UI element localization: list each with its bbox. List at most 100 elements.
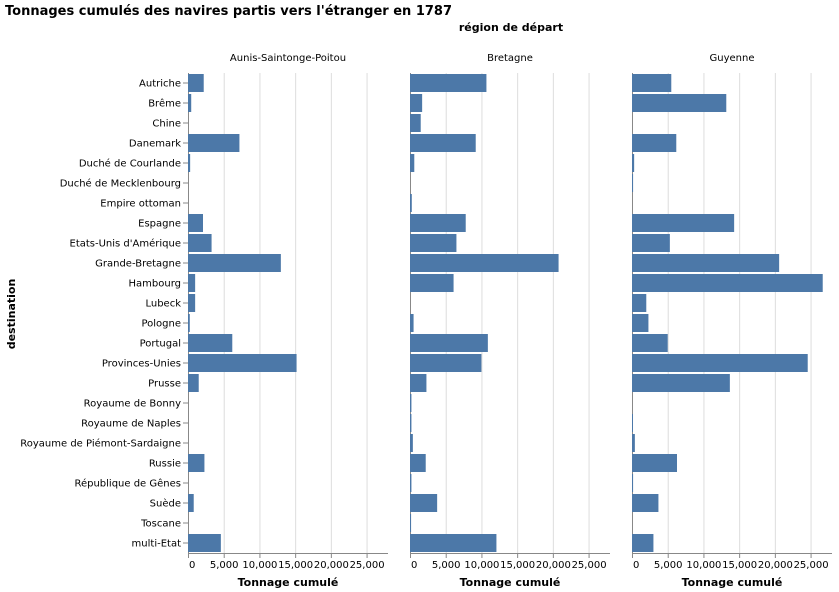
bar-aunis-saintonge-poitou-grande-bretagne [188, 254, 281, 272]
y-tick-label-breme: Brême [148, 98, 181, 110]
y-tick-label-duche-de-courlande: Duché de Courlande [79, 158, 181, 170]
x-tick-label: 0 [411, 560, 417, 571]
x-tick-label: 5,000 [432, 560, 461, 571]
bar-bretagne-russie [410, 454, 426, 472]
y-tick-label-republique-de-genes: République de Gênes [74, 478, 181, 490]
bar-bretagne-pologne [410, 314, 414, 332]
bar-bretagne-provinces-unies [410, 354, 482, 372]
panel-bretagne: Bretagne 0 5,000 10,000 15,000 20,000 25,000 To… [410, 53, 610, 589]
x-axis-title: Tonnage cumulé [238, 576, 339, 589]
facet-label-bretagne: Bretagne [487, 53, 533, 64]
panel-aunis-saintonge-poitou: Aunis-Saintonge-Poitou 0 5,000 10,000 15,000… [188, 53, 388, 589]
bar-bretagne-danemark [410, 134, 476, 152]
y-tick-label-espagne: Espagne [138, 219, 181, 230]
bar-aunis-saintonge-poitou-prusse [188, 374, 199, 392]
bar-bretagne-hambourg [410, 274, 454, 292]
bar-guyenne-lubeck [632, 294, 647, 312]
bar-guyenne-duche-de-courlande [632, 154, 635, 172]
y-tick-label-empire-ottoman: Empire ottoman [100, 199, 181, 210]
x-axis-title: Tonnage cumulé [682, 576, 783, 589]
y-tick-label-russie: Russie [149, 459, 181, 470]
bar-guyenne-provinces-unies [632, 354, 808, 372]
facet-label-guyenne: Guyenne [710, 53, 755, 64]
x-tick-label: 20,000 [758, 560, 793, 571]
bar-bretagne-espagne [410, 214, 466, 232]
bar-bretagne-etats-unis-d-amerique [410, 234, 457, 252]
y-axis-title: destination [5, 279, 18, 350]
chart-title: Tonnages cumulés des navires partis vers… [5, 4, 452, 19]
y-tick-label-autriche: Autriche [139, 79, 181, 90]
x-tick-label: 10,000 [242, 560, 277, 571]
bar-bretagne-republique-de-genes [410, 474, 412, 492]
y-tick-label-royaume-de-bonny: Royaume de Bonny [84, 399, 181, 410]
bar-bretagne-portugal [410, 334, 488, 352]
y-tick-label-royaume-de-piemont-sardaigne: Royaume de Piémont-Sardaigne [20, 438, 181, 450]
bar-guyenne-royaume-de-piemont-sardaigne [632, 434, 635, 452]
bar-aunis-saintonge-poitou-provinces-unies [188, 354, 297, 372]
bar-aunis-saintonge-poitou-hambourg [188, 274, 196, 292]
y-tick-label-suede: Suède [150, 498, 181, 510]
x-tick-label: 25,000 [350, 560, 385, 571]
bar-bretagne-toscane [410, 514, 412, 532]
category-labels: Autriche Brême Chine Danemark Duché de Courl… [20, 79, 188, 550]
y-tick-label-pologne: Pologne [141, 319, 181, 330]
y-tick-label-etats-unis-d-amerique: Etats-Unis d'Amérique [70, 238, 182, 250]
bar-guyenne-autriche [632, 74, 672, 92]
y-tick-label-provinces-unies: Provinces-Unies [102, 359, 181, 370]
x-tick-label: 0 [189, 560, 195, 571]
x-tick-label: 0 [633, 560, 639, 571]
y-tick-label-portugal: Portugal [140, 339, 181, 350]
panel-guyenne: Guyenne 0 5,000 10,000 15,000 20,000 25,000 Ton… [632, 53, 832, 589]
x-tick-label: 10,000 [686, 560, 721, 571]
bar-aunis-saintonge-poitou-autriche [188, 74, 204, 92]
y-tick-label-duche-de-mecklenbourg: Duché de Mecklenbourg [60, 178, 181, 190]
y-tick-label-hambourg: Hambourg [129, 279, 181, 290]
x-axis-title: Tonnage cumulé [460, 576, 561, 589]
bar-guyenne-prusse [632, 374, 730, 392]
y-tick-label-danemark: Danemark [129, 139, 181, 150]
bar-guyenne-duche-de-mecklenbourg [632, 174, 634, 192]
bar-guyenne-republique-de-genes [632, 474, 634, 492]
x-tick-label: 5,000 [210, 560, 239, 571]
bar-bretagne-royaume-de-naples [410, 414, 412, 432]
bar-bretagne-royaume-de-bonny [410, 394, 412, 412]
bar-guyenne-portugal [632, 334, 668, 352]
bar-aunis-saintonge-poitou-lubeck [188, 294, 196, 312]
bar-aunis-saintonge-poitou-suede [188, 494, 194, 512]
bar-guyenne-danemark [632, 134, 677, 152]
bar-bretagne-suede [410, 494, 438, 512]
x-tick-label: 20,000 [536, 560, 571, 571]
bar-guyenne-hambourg [632, 274, 823, 292]
bar-bretagne-grande-bretagne [410, 254, 559, 272]
bar-aunis-saintonge-poitou-espagne [188, 214, 203, 232]
bar-guyenne-espagne [632, 214, 735, 232]
bar-guyenne-royaume-de-naples [632, 414, 633, 432]
bar-aunis-saintonge-poitou-pologne [188, 314, 190, 332]
bar-bretagne-empire-ottoman [410, 194, 412, 212]
bar-aunis-saintonge-poitou-russie [188, 454, 205, 472]
bar-bretagne-multi-etat [410, 534, 497, 552]
x-tick-label: 15,000 [500, 560, 535, 571]
y-tick-label-chine: Chine [152, 119, 181, 130]
bar-aunis-saintonge-poitou-breme [188, 94, 192, 112]
bar-bretagne-chine [410, 114, 421, 132]
facet-label-aunis-saintonge-poitou: Aunis-Saintonge-Poitou [230, 53, 346, 64]
bar-aunis-saintonge-poitou-etats-unis-d-amerique [188, 234, 212, 252]
bar-aunis-saintonge-poitou-multi-etat [188, 534, 221, 552]
y-tick-label-royaume-de-naples: Royaume de Naples [81, 419, 181, 430]
y-tick-label-multi-etat: multi-Etat [132, 539, 182, 550]
x-tick-label: 25,000 [572, 560, 607, 571]
y-tick-label-prusse: Prusse [148, 379, 181, 390]
bar-guyenne-pologne [632, 314, 649, 332]
facet-header: région de départ [459, 21, 563, 34]
x-tick-label: 25,000 [794, 560, 829, 571]
bar-guyenne-multi-etat [632, 534, 654, 552]
y-tick-label-lubeck: Lubeck [145, 299, 181, 310]
bar-bretagne-autriche [410, 74, 487, 92]
x-tick-label: 20,000 [314, 560, 349, 571]
x-tick-label: 5,000 [654, 560, 683, 571]
bar-bretagne-duche-de-courlande [410, 154, 415, 172]
bar-guyenne-suede [632, 494, 659, 512]
